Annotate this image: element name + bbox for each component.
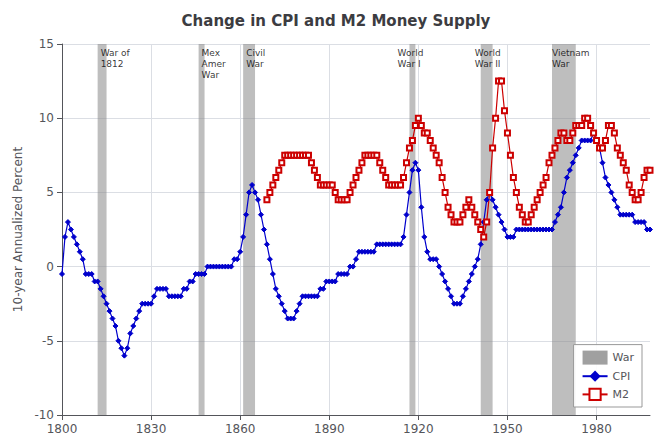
- svg-text:War: War: [613, 351, 635, 364]
- svg-text:-5: -5: [42, 334, 54, 348]
- svg-text:1950: 1950: [492, 422, 523, 436]
- svg-text:10-year Annualized Percent: 10-year Annualized Percent: [11, 147, 25, 313]
- svg-text:M2: M2: [613, 388, 630, 401]
- svg-text:World: World: [475, 48, 501, 58]
- svg-text:1890: 1890: [314, 422, 345, 436]
- svg-text:Mex: Mex: [202, 48, 221, 58]
- svg-text:War II: War II: [475, 59, 501, 69]
- svg-text:CPI: CPI: [613, 370, 631, 383]
- svg-text:1860: 1860: [225, 422, 256, 436]
- svg-text:0: 0: [46, 260, 54, 274]
- svg-text:World: World: [398, 48, 424, 58]
- svg-text:Amer: Amer: [202, 59, 226, 69]
- svg-text:Civil: Civil: [246, 48, 265, 58]
- svg-text:Vietnam: Vietnam: [552, 48, 590, 58]
- svg-text:1830: 1830: [136, 422, 167, 436]
- svg-text:5: 5: [46, 185, 54, 199]
- svg-text:-10: -10: [34, 408, 54, 422]
- svg-text:War I: War I: [398, 59, 421, 69]
- svg-text:Change in CPI and M2 Money Sup: Change in CPI and M2 Money Supply: [182, 12, 491, 30]
- svg-text:1980: 1980: [581, 422, 612, 436]
- svg-text:1920: 1920: [403, 422, 434, 436]
- svg-text:1800: 1800: [47, 422, 78, 436]
- svg-text:15: 15: [39, 37, 54, 51]
- svg-text:1812: 1812: [101, 59, 124, 69]
- svg-text:10: 10: [39, 111, 54, 125]
- svg-text:War: War: [552, 59, 570, 69]
- svg-text:War: War: [246, 59, 264, 69]
- svg-text:War of: War of: [101, 48, 131, 58]
- svg-text:War: War: [202, 70, 220, 80]
